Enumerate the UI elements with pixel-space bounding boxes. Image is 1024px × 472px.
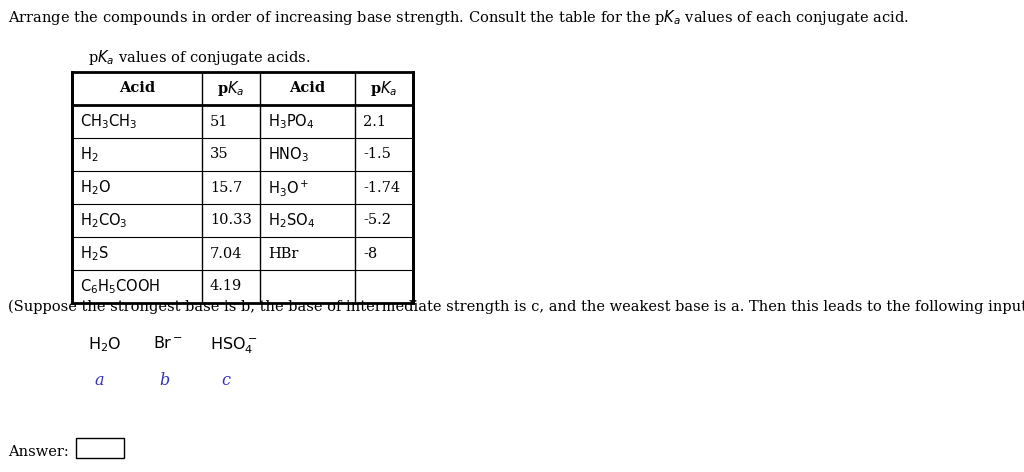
Text: p$K_a$: p$K_a$ bbox=[217, 79, 245, 98]
Text: $\mathrm{H_3O^+}$: $\mathrm{H_3O^+}$ bbox=[268, 177, 309, 197]
Text: $\mathrm{H_2O}$: $\mathrm{H_2O}$ bbox=[80, 178, 111, 197]
Text: HBr: HBr bbox=[268, 246, 298, 261]
Text: -1.5: -1.5 bbox=[362, 147, 391, 161]
Text: $\mathrm{HSO_4^-}$: $\mathrm{HSO_4^-}$ bbox=[210, 335, 257, 355]
Text: -5.2: -5.2 bbox=[362, 213, 391, 228]
Text: $\mathrm{H_2CO_3}$: $\mathrm{H_2CO_3}$ bbox=[80, 211, 128, 230]
Bar bbox=[76, 438, 124, 458]
Text: $\mathrm{C_6H_5COOH}$: $\mathrm{C_6H_5COOH}$ bbox=[80, 277, 160, 296]
Text: a: a bbox=[94, 372, 103, 389]
Text: $\mathrm{H_3PO_4}$: $\mathrm{H_3PO_4}$ bbox=[268, 112, 314, 131]
Text: 2.1: 2.1 bbox=[362, 115, 386, 128]
Text: Acid: Acid bbox=[119, 82, 155, 95]
Text: (Suppose the strongest base is b, the base of intermediate strength is c, and th: (Suppose the strongest base is b, the ba… bbox=[8, 300, 1024, 314]
Text: $\mathrm{H_2SO_4}$: $\mathrm{H_2SO_4}$ bbox=[268, 211, 315, 230]
Text: b: b bbox=[159, 372, 169, 389]
Text: 51: 51 bbox=[210, 115, 228, 128]
Text: $\mathrm{CH_3CH_3}$: $\mathrm{CH_3CH_3}$ bbox=[80, 112, 137, 131]
Text: Arrange the compounds in order of increasing base strength. Consult the table fo: Arrange the compounds in order of increa… bbox=[8, 8, 909, 27]
Text: $\mathrm{Br^-}$: $\mathrm{Br^-}$ bbox=[153, 335, 183, 352]
Text: p$K_a$ values of conjugate acids.: p$K_a$ values of conjugate acids. bbox=[88, 48, 310, 67]
Text: $\mathrm{HNO_3}$: $\mathrm{HNO_3}$ bbox=[268, 145, 309, 164]
Text: Answer:: Answer: bbox=[8, 445, 69, 459]
Text: 15.7: 15.7 bbox=[210, 180, 243, 194]
Text: c: c bbox=[221, 372, 230, 389]
Text: 10.33: 10.33 bbox=[210, 213, 252, 228]
Text: -8: -8 bbox=[362, 246, 377, 261]
Text: p$K_a$: p$K_a$ bbox=[371, 79, 397, 98]
Text: 35: 35 bbox=[210, 147, 228, 161]
Text: $\mathrm{H_2}$: $\mathrm{H_2}$ bbox=[80, 145, 98, 164]
Text: $\mathrm{H_2S}$: $\mathrm{H_2S}$ bbox=[80, 244, 109, 263]
Text: 7.04: 7.04 bbox=[210, 246, 243, 261]
Text: Acid: Acid bbox=[290, 82, 326, 95]
Text: 4.19: 4.19 bbox=[210, 279, 243, 294]
Text: $\mathrm{H_2O}$: $\mathrm{H_2O}$ bbox=[88, 335, 122, 354]
Bar bbox=[72, 72, 413, 303]
Text: -1.74: -1.74 bbox=[362, 180, 400, 194]
